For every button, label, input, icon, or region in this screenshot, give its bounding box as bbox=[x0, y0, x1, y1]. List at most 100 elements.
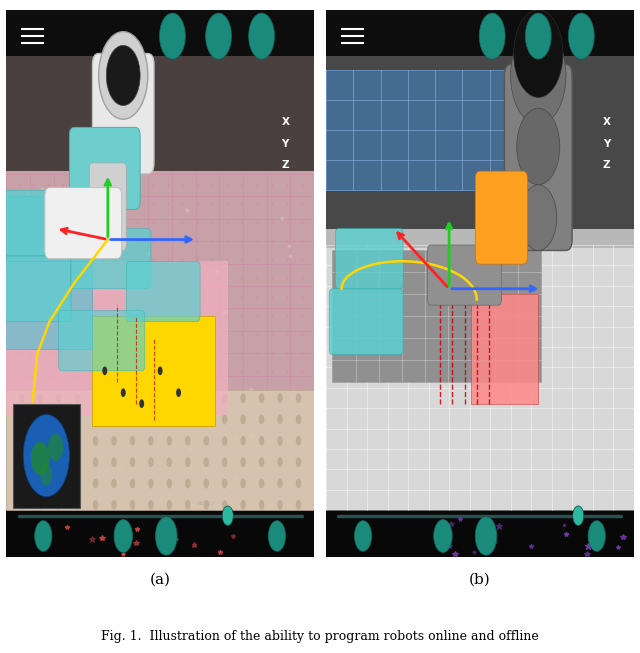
Circle shape bbox=[166, 436, 172, 446]
FancyBboxPatch shape bbox=[69, 127, 140, 210]
Circle shape bbox=[148, 457, 154, 467]
Circle shape bbox=[99, 32, 148, 119]
Circle shape bbox=[74, 500, 80, 510]
Text: NEXU: NEXU bbox=[197, 501, 214, 506]
Circle shape bbox=[56, 500, 61, 510]
Bar bbox=[326, 70, 516, 190]
Circle shape bbox=[93, 436, 99, 446]
Circle shape bbox=[277, 436, 283, 446]
Circle shape bbox=[111, 393, 116, 403]
FancyBboxPatch shape bbox=[428, 245, 501, 305]
Circle shape bbox=[111, 500, 116, 510]
Bar bbox=[13, 404, 80, 507]
Bar bbox=[6, 171, 314, 510]
Circle shape bbox=[159, 13, 186, 59]
Circle shape bbox=[35, 520, 52, 551]
Circle shape bbox=[74, 415, 80, 424]
Circle shape bbox=[148, 415, 154, 424]
Circle shape bbox=[573, 506, 584, 526]
Bar bbox=[326, 10, 634, 56]
Circle shape bbox=[40, 464, 52, 486]
Circle shape bbox=[111, 415, 116, 424]
Circle shape bbox=[93, 479, 99, 488]
Circle shape bbox=[19, 500, 24, 510]
Circle shape bbox=[249, 13, 275, 59]
Circle shape bbox=[241, 479, 246, 488]
Circle shape bbox=[185, 479, 191, 488]
Circle shape bbox=[19, 415, 24, 424]
Circle shape bbox=[38, 479, 43, 488]
Bar bbox=[0, 261, 93, 349]
Circle shape bbox=[296, 457, 301, 467]
Circle shape bbox=[277, 393, 283, 403]
Circle shape bbox=[130, 479, 135, 488]
Circle shape bbox=[277, 479, 283, 488]
Circle shape bbox=[185, 436, 191, 446]
Bar bbox=[6, 56, 314, 510]
FancyBboxPatch shape bbox=[504, 65, 572, 251]
Circle shape bbox=[38, 436, 43, 446]
Bar bbox=[6, 10, 314, 56]
Circle shape bbox=[176, 389, 181, 397]
Circle shape bbox=[38, 393, 43, 403]
Bar bbox=[326, 229, 634, 510]
Circle shape bbox=[204, 436, 209, 446]
Circle shape bbox=[38, 415, 43, 424]
Circle shape bbox=[185, 415, 191, 424]
Circle shape bbox=[520, 185, 557, 251]
Circle shape bbox=[111, 457, 116, 467]
Circle shape bbox=[56, 457, 61, 467]
Bar bbox=[470, 295, 538, 404]
Circle shape bbox=[259, 479, 264, 488]
Circle shape bbox=[241, 393, 246, 403]
Text: X: X bbox=[603, 117, 611, 127]
Circle shape bbox=[74, 436, 80, 446]
Circle shape bbox=[19, 457, 24, 467]
Circle shape bbox=[166, 415, 172, 424]
Circle shape bbox=[114, 520, 132, 552]
Circle shape bbox=[525, 13, 551, 59]
Circle shape bbox=[166, 479, 172, 488]
Circle shape bbox=[130, 436, 135, 446]
Text: Y: Y bbox=[282, 138, 289, 148]
Bar bbox=[326, 510, 634, 557]
Text: Z: Z bbox=[282, 161, 289, 170]
Circle shape bbox=[148, 436, 154, 446]
FancyBboxPatch shape bbox=[90, 163, 126, 251]
Circle shape bbox=[511, 26, 566, 125]
Bar bbox=[332, 251, 541, 382]
Circle shape bbox=[157, 366, 163, 375]
Text: Fig. 1.  Illustration of the ability to program robots online and offline: Fig. 1. Illustration of the ability to p… bbox=[101, 630, 539, 643]
Circle shape bbox=[38, 457, 43, 467]
FancyBboxPatch shape bbox=[59, 311, 145, 371]
Circle shape bbox=[296, 436, 301, 446]
Circle shape bbox=[156, 517, 177, 555]
Circle shape bbox=[241, 457, 246, 467]
Bar bbox=[6, 390, 314, 510]
Circle shape bbox=[568, 13, 595, 59]
Circle shape bbox=[19, 479, 24, 488]
Circle shape bbox=[268, 520, 285, 551]
Circle shape bbox=[516, 108, 560, 185]
FancyBboxPatch shape bbox=[126, 261, 200, 321]
Circle shape bbox=[185, 393, 191, 403]
Circle shape bbox=[222, 479, 227, 488]
Circle shape bbox=[479, 13, 505, 59]
Circle shape bbox=[166, 500, 172, 510]
Circle shape bbox=[130, 457, 135, 467]
Circle shape bbox=[93, 393, 99, 403]
Text: Y: Y bbox=[603, 138, 610, 148]
Circle shape bbox=[102, 366, 108, 375]
Circle shape bbox=[185, 457, 191, 467]
Circle shape bbox=[514, 10, 563, 97]
Circle shape bbox=[222, 436, 227, 446]
Text: X: X bbox=[282, 117, 289, 127]
Circle shape bbox=[111, 436, 116, 446]
Circle shape bbox=[74, 479, 80, 488]
Circle shape bbox=[204, 415, 209, 424]
Circle shape bbox=[222, 393, 227, 403]
Circle shape bbox=[277, 500, 283, 510]
Circle shape bbox=[19, 393, 24, 403]
Circle shape bbox=[241, 415, 246, 424]
Circle shape bbox=[204, 500, 209, 510]
